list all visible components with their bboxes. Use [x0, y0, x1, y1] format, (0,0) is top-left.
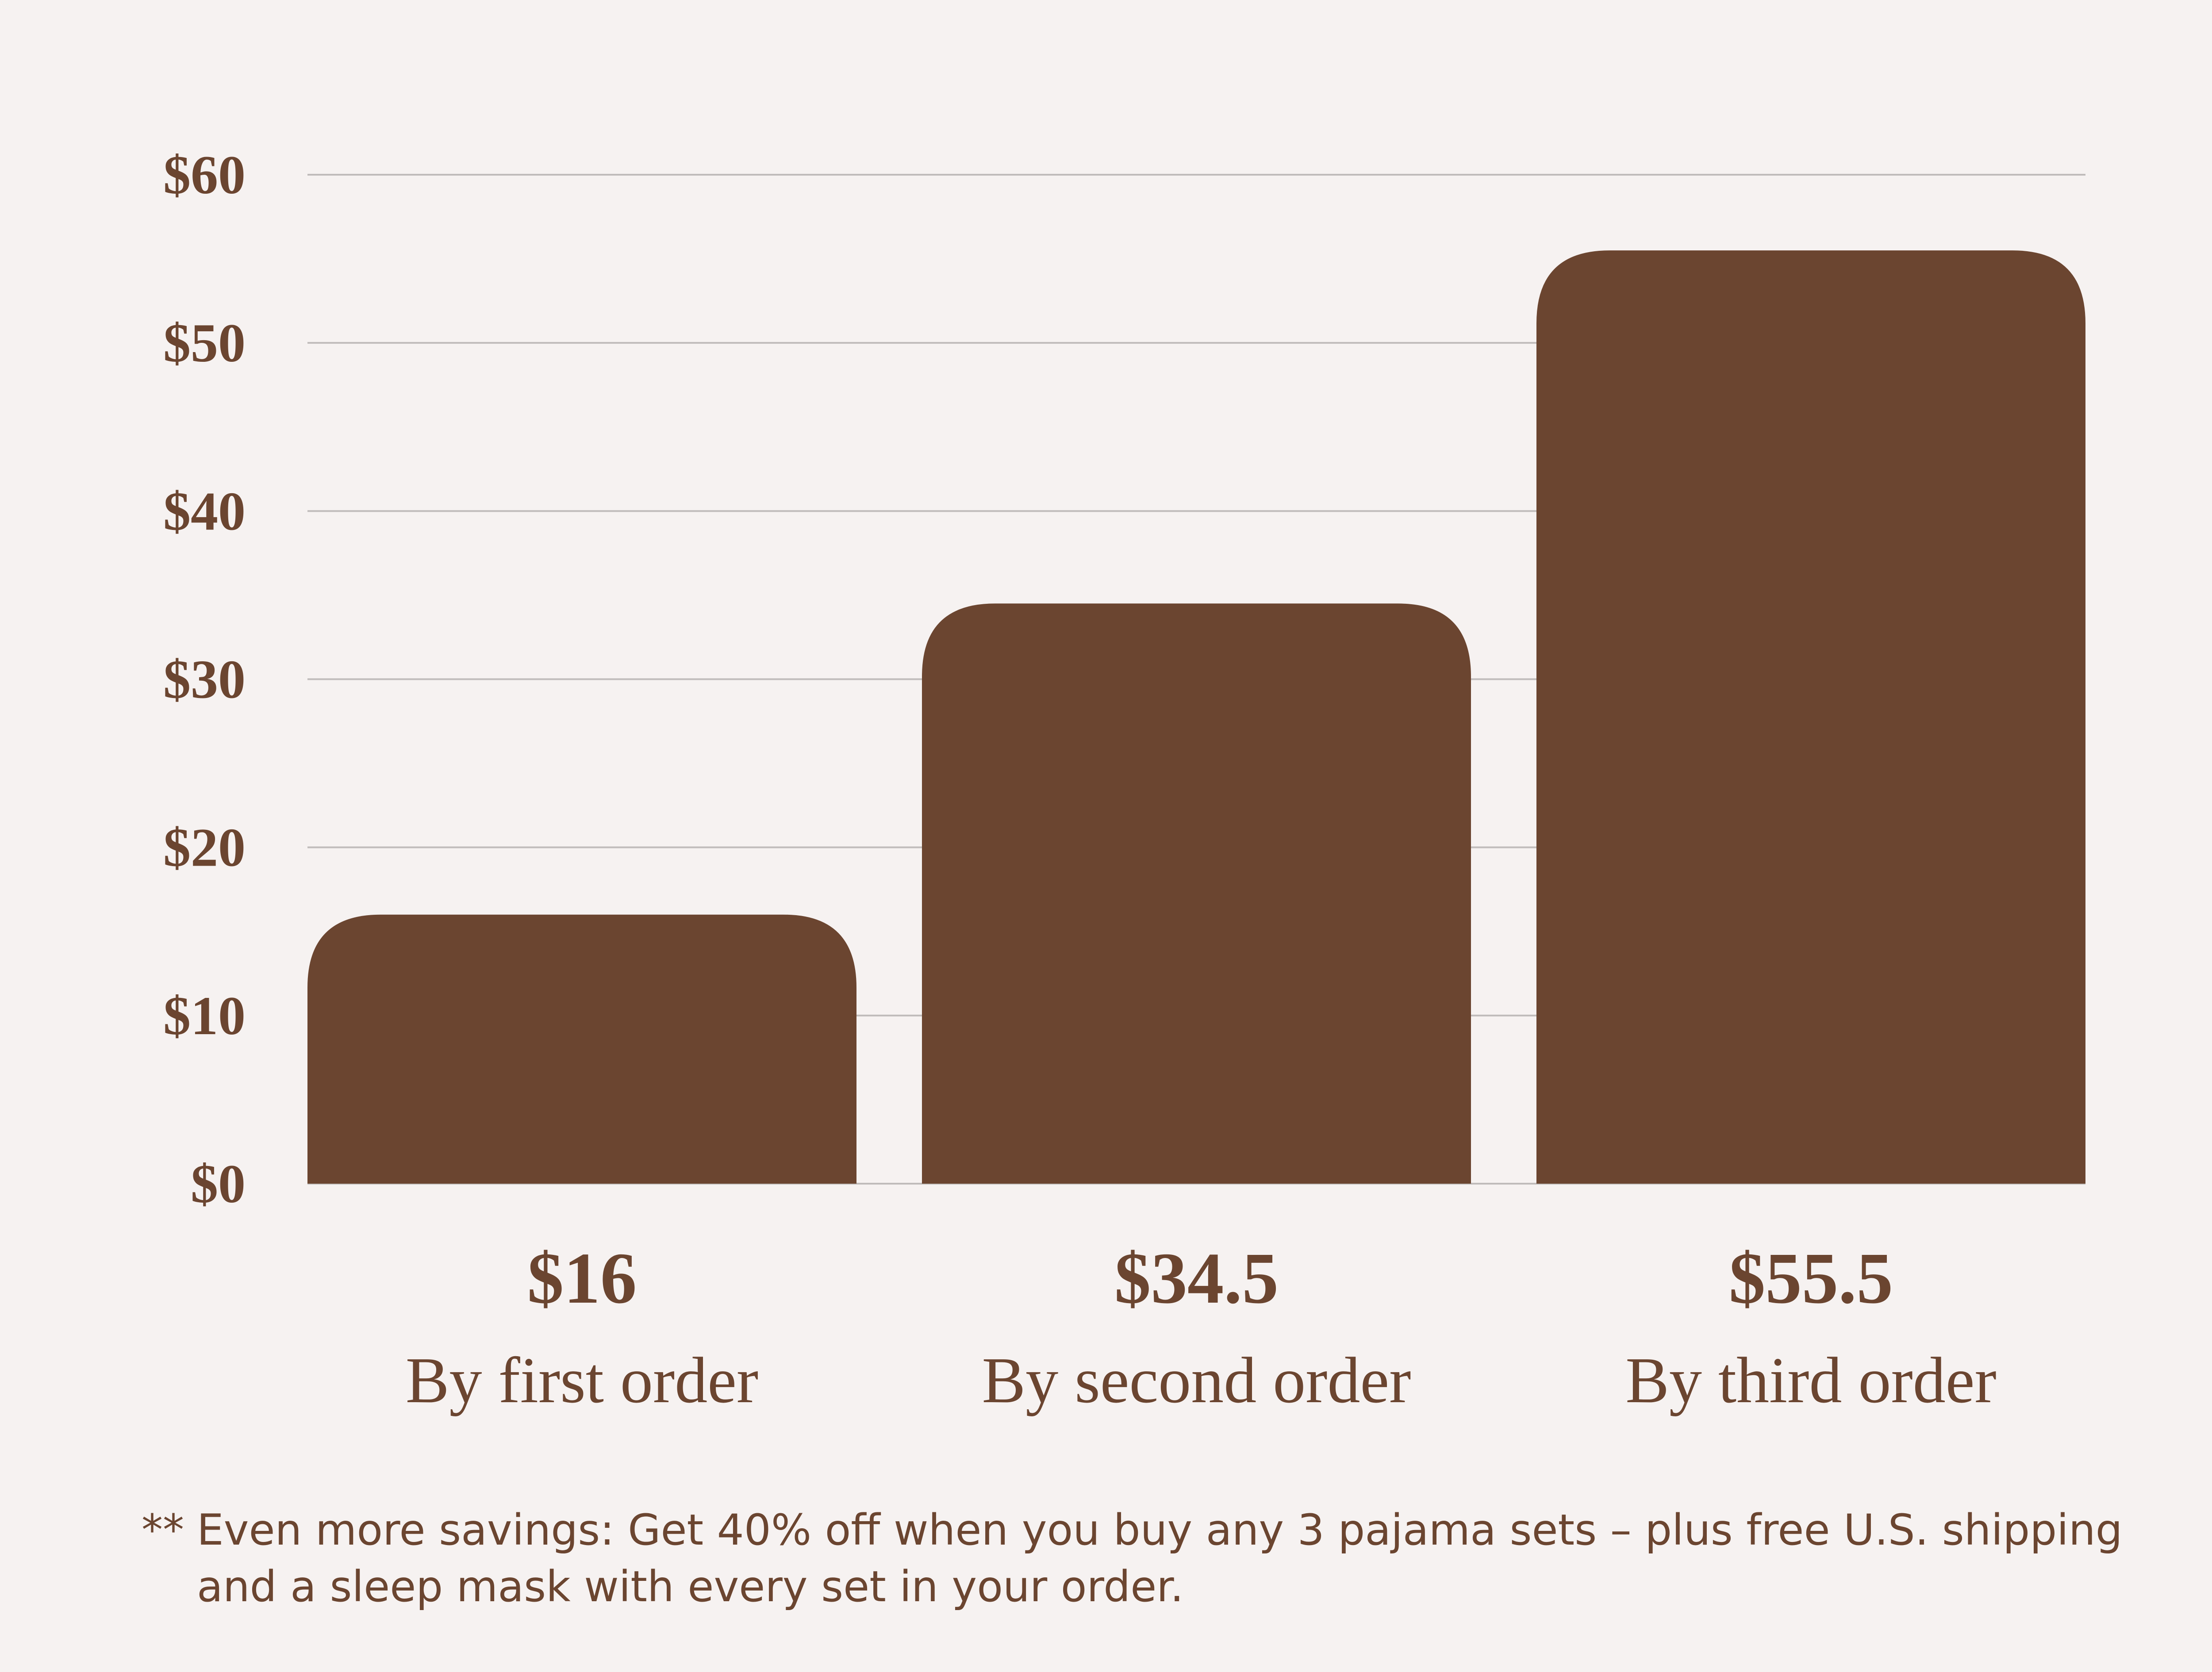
- y-tick-label: $60: [163, 145, 246, 205]
- category-label: By third order: [1625, 1344, 1997, 1417]
- y-tick-label: $20: [163, 817, 246, 878]
- y-axis-tick-labels: $0 $10 $20 $30 $40 $50 $60: [163, 145, 246, 1214]
- bar: [307, 914, 856, 1184]
- bar-value-label: $16: [527, 1238, 637, 1319]
- y-tick-label: $50: [163, 313, 246, 373]
- y-tick-label: $40: [163, 481, 246, 541]
- bars: [307, 250, 2085, 1184]
- bar: [922, 603, 1471, 1184]
- footnote: ** Even more savings: Get 40% off when yo…: [142, 1502, 2123, 1615]
- y-tick-label: $0: [191, 1154, 246, 1214]
- category-label: By second order: [982, 1344, 1411, 1417]
- y-tick-label: $10: [163, 986, 246, 1046]
- y-tick-label: $30: [163, 649, 246, 710]
- footnote-marker: **: [142, 1505, 184, 1555]
- category-label: By first order: [406, 1344, 758, 1417]
- bar-value-label: $34.5: [1114, 1238, 1279, 1319]
- footnote-line-1: Even more savings: Get 40% off when you …: [197, 1505, 2123, 1555]
- bar-labels: $16 By first order $34.5 By second order $55…: [406, 1238, 1997, 1417]
- footnote-line-2: and a sleep mask with every set in your …: [197, 1562, 1184, 1611]
- bar-value-label: $55.5: [1729, 1238, 1893, 1319]
- bar: [1536, 250, 2085, 1184]
